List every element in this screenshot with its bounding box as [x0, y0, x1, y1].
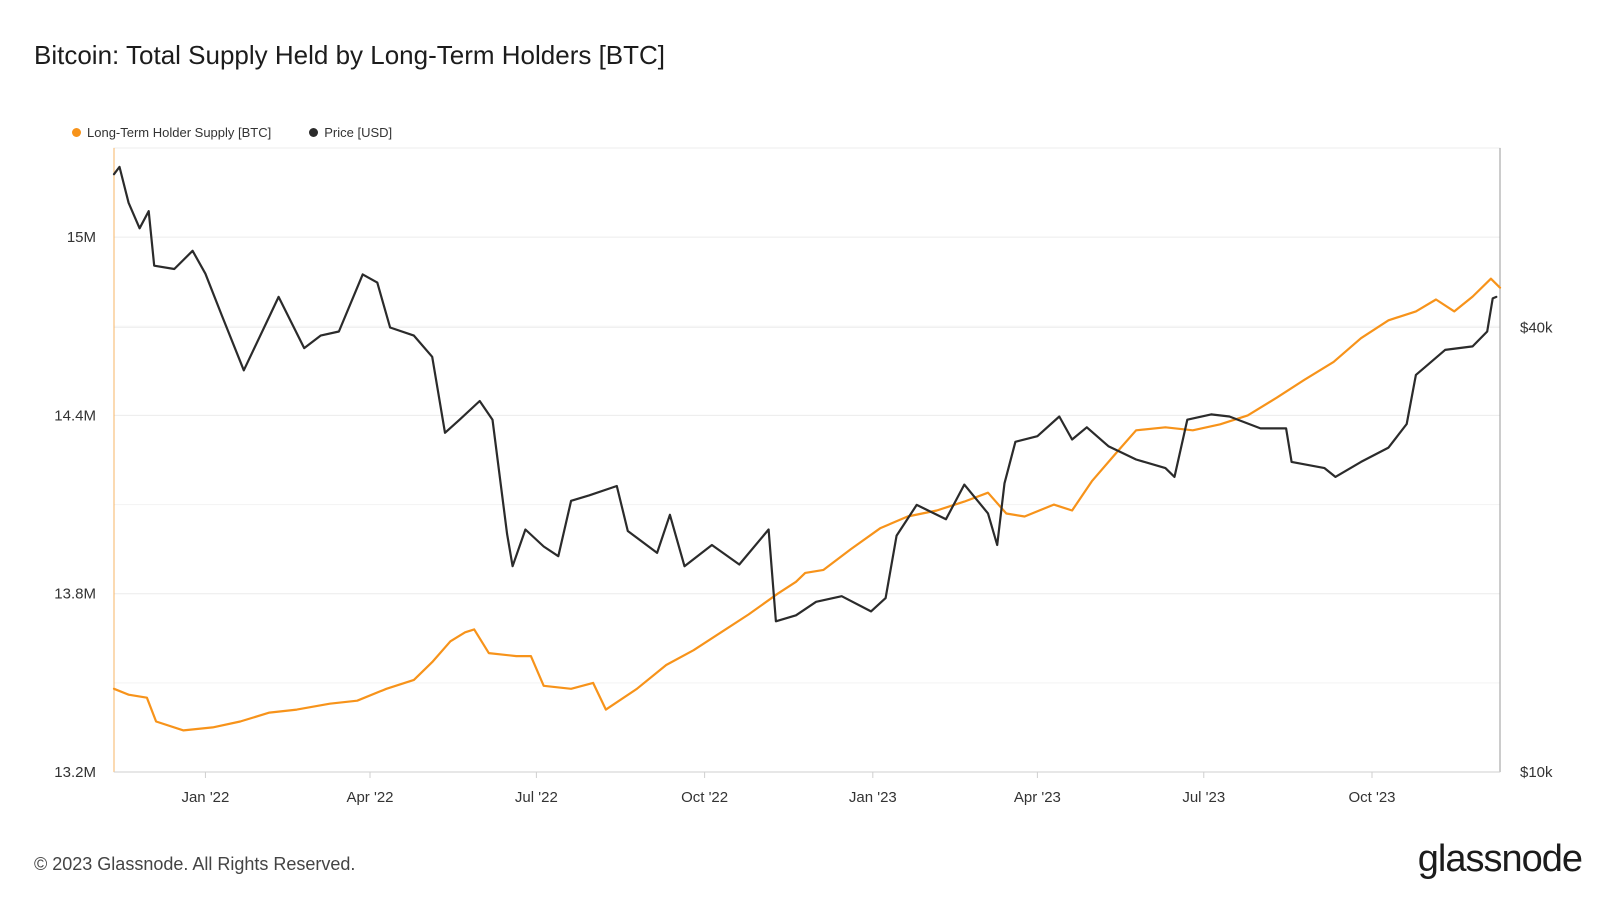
series-line-price: [112, 165, 1498, 623]
y-left-tick-label: 15M: [67, 229, 96, 246]
grid-lines: [113, 148, 1501, 773]
legend-item-price[interactable]: Price [USD]: [309, 125, 392, 140]
x-tick-label: Jan '23: [849, 789, 897, 806]
y-axis-left: 13.2M 13.8M 14.4M 15M: [54, 229, 96, 781]
x-tick-label: Jan '22: [181, 789, 229, 806]
series-lines: [112, 165, 1502, 732]
x-tick-label: Jul '22: [515, 789, 558, 806]
copyright-text: © 2023 Glassnode. All Rights Reserved.: [34, 854, 356, 874]
legend: Long-Term Holder Supply [BTC] Price [USD…: [72, 125, 392, 140]
y-axis-right: $10k $40k: [1520, 319, 1553, 781]
legend-label-lth-supply: Long-Term Holder Supply [BTC]: [87, 125, 272, 140]
page-title: Bitcoin: Total Supply Held by Long-Term …: [34, 40, 666, 70]
legend-dot-price: [309, 128, 319, 137]
x-tick-label: Apr '22: [346, 789, 393, 806]
x-tick-label: Oct '23: [1348, 789, 1395, 806]
x-tick-label: Apr '23: [1014, 789, 1061, 806]
y-right-tick-label: $40k: [1520, 319, 1553, 336]
legend-dot-lth-supply: [72, 128, 81, 137]
x-tick-label: Jul '23: [1182, 789, 1225, 806]
glassnode-logo: glassnode: [1417, 838, 1583, 880]
y-right-tick-label: $10k: [1520, 764, 1553, 781]
y-left-tick-label: 14.4M: [54, 407, 96, 424]
x-tick-label: Oct '22: [681, 789, 728, 806]
x-axis: Jan '22 Apr '22 Jul '22 Oct '22 Jan '23 Apr '…: [181, 772, 1396, 806]
legend-item-lth-supply[interactable]: Long-Term Holder Supply [BTC]: [72, 125, 271, 140]
y-left-tick-label: 13.8M: [54, 586, 96, 603]
legend-label-price: Price [USD]: [324, 125, 393, 140]
series-line-lth-supply: [112, 277, 1502, 732]
y-left-tick-label: 13.2M: [54, 764, 96, 781]
